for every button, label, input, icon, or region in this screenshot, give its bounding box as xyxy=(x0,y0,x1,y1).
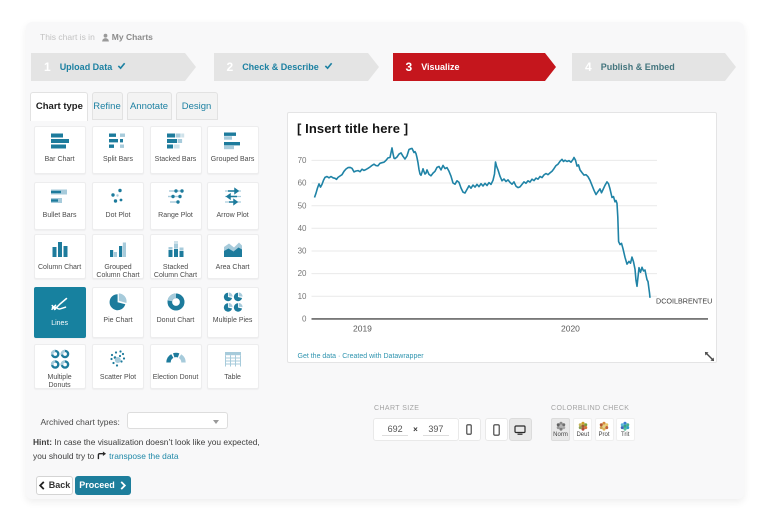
svg-text:70: 70 xyxy=(298,156,307,165)
svg-text:0: 0 xyxy=(302,315,307,324)
svg-text:60: 60 xyxy=(298,179,307,188)
svg-text:50: 50 xyxy=(298,201,307,210)
svg-text:30: 30 xyxy=(298,247,307,256)
svg-text:DCOILBRENTEU: DCOILBRENTEU xyxy=(656,297,712,306)
svg-text:2019: 2019 xyxy=(353,324,372,334)
svg-text:2020: 2020 xyxy=(561,324,580,334)
svg-text:Get the data · Created with Da: Get the data · Created with Datawrapper xyxy=(298,353,425,360)
svg-text:20: 20 xyxy=(298,269,307,278)
svg-text:40: 40 xyxy=(298,224,307,233)
svg-text:10: 10 xyxy=(298,292,307,301)
